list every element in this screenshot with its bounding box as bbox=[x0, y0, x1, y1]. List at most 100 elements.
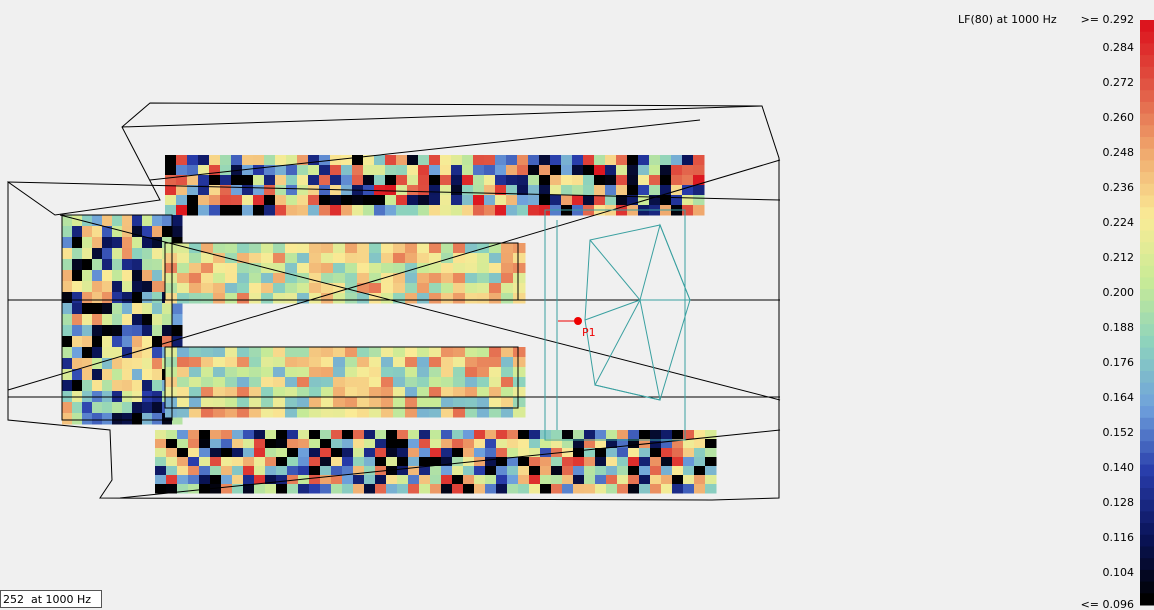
heat-cell bbox=[429, 243, 442, 254]
heat-cell bbox=[265, 484, 277, 494]
heat-cell bbox=[213, 243, 226, 254]
legend-title: LF(80) at 1000 Hz bbox=[958, 13, 1057, 26]
heat-cell bbox=[485, 466, 497, 476]
heat-cell bbox=[165, 185, 177, 196]
color-swatch bbox=[1140, 534, 1154, 547]
heat-cell bbox=[286, 205, 298, 216]
heat-cell bbox=[405, 407, 418, 418]
heat-cell bbox=[333, 263, 346, 274]
heat-cell bbox=[331, 484, 343, 494]
heat-cell bbox=[177, 439, 189, 449]
heat-cell bbox=[309, 243, 322, 254]
heat-cell bbox=[166, 484, 178, 494]
heat-cell bbox=[321, 377, 334, 388]
heat-cell bbox=[308, 175, 320, 186]
heat-cell bbox=[463, 430, 475, 440]
heat-cell bbox=[473, 175, 485, 186]
heat-cell bbox=[225, 377, 238, 388]
heat-cell bbox=[407, 205, 419, 216]
heat-cell bbox=[132, 292, 143, 304]
heat-cell bbox=[617, 430, 629, 440]
heat-cell bbox=[273, 263, 286, 274]
heat-cell bbox=[213, 253, 226, 264]
heat-cell bbox=[177, 475, 189, 485]
heat-cell bbox=[102, 248, 113, 260]
heat-cell bbox=[484, 195, 496, 206]
heat-cell bbox=[285, 293, 298, 304]
heat-cell bbox=[357, 387, 370, 398]
heat-cell bbox=[142, 314, 153, 326]
heat-cell bbox=[254, 439, 266, 449]
heat-cell bbox=[285, 243, 298, 254]
color-swatch bbox=[1140, 511, 1154, 524]
heat-cell bbox=[693, 195, 705, 206]
heat-cell bbox=[513, 253, 526, 264]
heat-cell bbox=[441, 293, 454, 304]
heat-cell bbox=[453, 407, 466, 418]
heat-cell bbox=[331, 439, 343, 449]
heat-cell bbox=[62, 303, 73, 315]
color-swatch bbox=[1140, 429, 1154, 442]
heat-cell bbox=[506, 195, 518, 206]
heat-cell bbox=[381, 273, 394, 284]
heat-cell bbox=[155, 439, 167, 449]
heat-cell bbox=[342, 448, 354, 458]
heat-cell bbox=[209, 205, 221, 216]
heat-cell bbox=[518, 457, 530, 467]
heat-cell bbox=[396, 205, 408, 216]
heat-cell bbox=[188, 448, 200, 458]
heat-cell bbox=[285, 253, 298, 264]
heat-cell bbox=[275, 185, 287, 196]
heat-cell bbox=[705, 439, 717, 449]
heat-cell bbox=[617, 457, 629, 467]
heat-cell bbox=[273, 293, 286, 304]
heat-cell bbox=[429, 253, 442, 264]
heat-cell bbox=[287, 457, 299, 467]
heat-cell bbox=[254, 430, 266, 440]
heat-cell bbox=[572, 175, 584, 186]
heat-cell bbox=[682, 185, 694, 196]
heat-cell bbox=[330, 195, 342, 206]
heat-cell bbox=[92, 248, 103, 260]
heat-cell bbox=[683, 457, 695, 467]
heat-cell bbox=[273, 283, 286, 294]
heat-cell bbox=[661, 484, 673, 494]
heat-cell bbox=[225, 283, 238, 294]
heat-cell bbox=[122, 314, 133, 326]
heat-cell bbox=[649, 185, 661, 196]
heat-cell bbox=[320, 484, 332, 494]
color-swatch bbox=[1140, 277, 1154, 290]
heat-cell bbox=[166, 475, 178, 485]
heat-cell bbox=[132, 303, 143, 315]
heat-cell bbox=[330, 205, 342, 216]
heat-cell bbox=[285, 357, 298, 368]
heat-cell bbox=[501, 367, 514, 378]
heat-cell bbox=[275, 205, 287, 216]
heat-cell bbox=[440, 195, 452, 206]
legend-label: 0.200 bbox=[1103, 286, 1135, 299]
receiver: P1 bbox=[558, 317, 596, 339]
heat-cell bbox=[345, 407, 358, 418]
heat-cell bbox=[489, 347, 502, 358]
heat-cell bbox=[661, 439, 673, 449]
heat-cell bbox=[165, 175, 177, 186]
heat-cell bbox=[584, 448, 596, 458]
heat-cell bbox=[165, 273, 178, 284]
heat-cell bbox=[540, 466, 552, 476]
heat-cell bbox=[287, 466, 299, 476]
heat-cell bbox=[213, 273, 226, 284]
heat-cell bbox=[333, 253, 346, 264]
status-bar: 252 at 1000 Hz bbox=[0, 590, 102, 608]
color-swatch bbox=[1140, 359, 1154, 372]
heat-cell bbox=[682, 205, 694, 216]
heat-cell bbox=[363, 205, 375, 216]
heat-cell bbox=[661, 448, 673, 458]
heat-cell bbox=[405, 377, 418, 388]
color-swatch bbox=[1140, 66, 1154, 79]
receiver-point[interactable] bbox=[574, 317, 582, 325]
heat-cell bbox=[429, 155, 441, 166]
heat-cell bbox=[638, 175, 650, 186]
color-swatch bbox=[1140, 172, 1154, 185]
heat-cell bbox=[628, 484, 640, 494]
